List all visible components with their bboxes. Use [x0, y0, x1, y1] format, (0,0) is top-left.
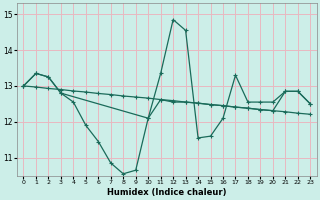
X-axis label: Humidex (Indice chaleur): Humidex (Indice chaleur): [107, 188, 227, 197]
